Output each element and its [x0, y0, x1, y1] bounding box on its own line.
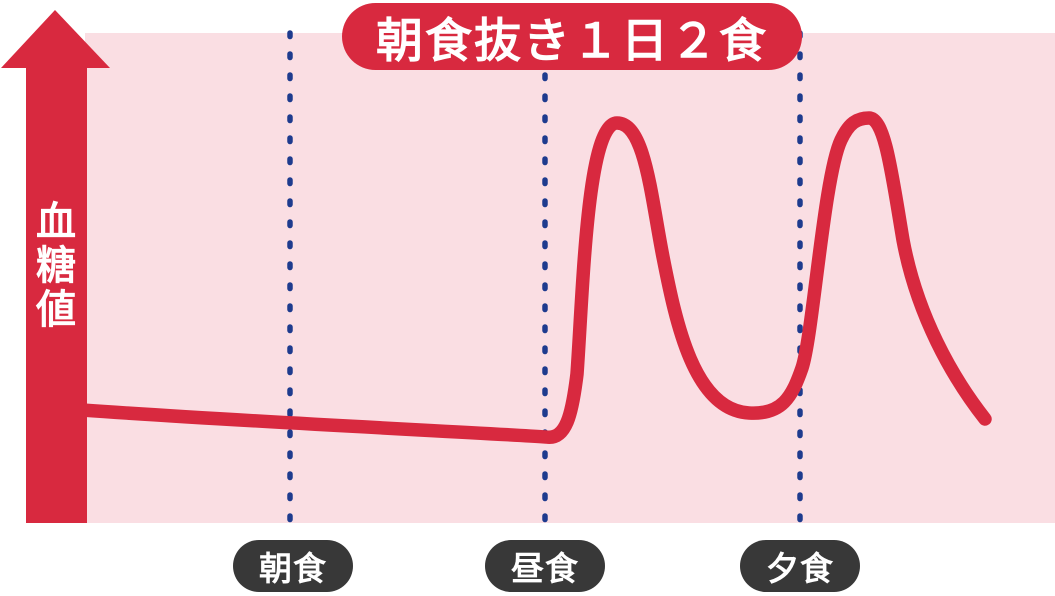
- y-axis-arrow: [1, 10, 110, 523]
- title-badge-label: 朝食抜き１日２食: [376, 14, 768, 69]
- meal-pill-lunch: 昼食: [485, 540, 605, 592]
- meal-marker-lines: [287, 30, 803, 526]
- meal-pill-breakfast: 朝食: [233, 540, 353, 592]
- meal-pill-breakfast-label: 朝食: [259, 549, 327, 588]
- plot-area: [85, 33, 1055, 523]
- meal-pill-dinner: 夕食: [740, 540, 860, 592]
- meal-pill-lunch-label: 昼食: [511, 549, 579, 588]
- glucose-curve: [75, 111, 992, 444]
- meal-pill-dinner-label: 夕食: [766, 549, 834, 588]
- y-axis-label: 血糖値: [36, 199, 76, 333]
- y-axis-arrow-head: [1, 10, 110, 68]
- title-badge: 朝食抜き１日２食: [342, 3, 802, 70]
- y-axis-arrow-shaft: [26, 66, 87, 523]
